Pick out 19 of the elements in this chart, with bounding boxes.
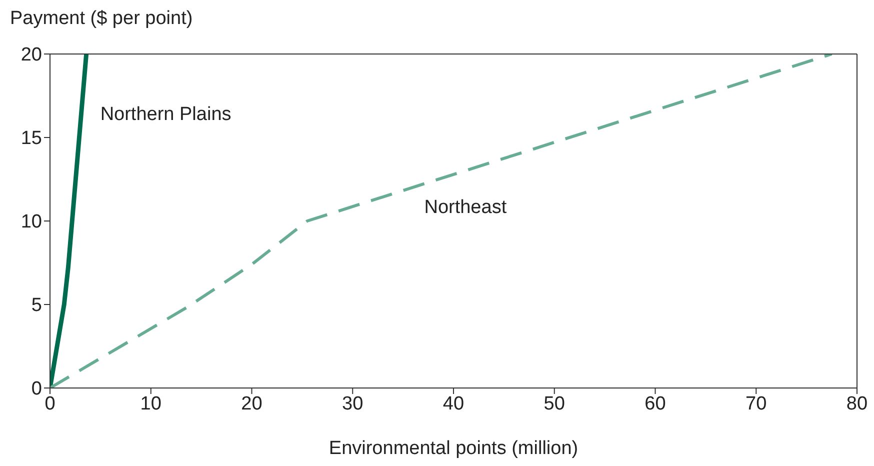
series-label: Northeast: [424, 197, 508, 218]
line-series: [50, 54, 834, 388]
x-tick-label: 40: [442, 393, 464, 414]
y-axis-title: Payment ($ per point): [10, 8, 193, 30]
series-label: Northern Plains: [100, 104, 232, 125]
x-tick-label: 0: [44, 393, 56, 414]
y-tick-label: 5: [31, 295, 42, 316]
x-tick-label: 30: [342, 393, 364, 414]
y-tick-label: 15: [20, 128, 42, 150]
x-tick-label: 50: [544, 393, 565, 414]
x-tick-label: 70: [746, 393, 767, 414]
x-tick-label: 60: [644, 393, 666, 414]
x-axis-title: Environmental points (million): [328, 438, 578, 459]
x-tick-label: 10: [140, 393, 162, 414]
x-tick-label: 20: [241, 393, 262, 414]
y-tick-label: 20: [20, 44, 42, 66]
x-tick-label: 80: [846, 393, 868, 414]
y-tick-label: 0: [31, 378, 42, 400]
y-tick-label: 10: [20, 212, 42, 233]
